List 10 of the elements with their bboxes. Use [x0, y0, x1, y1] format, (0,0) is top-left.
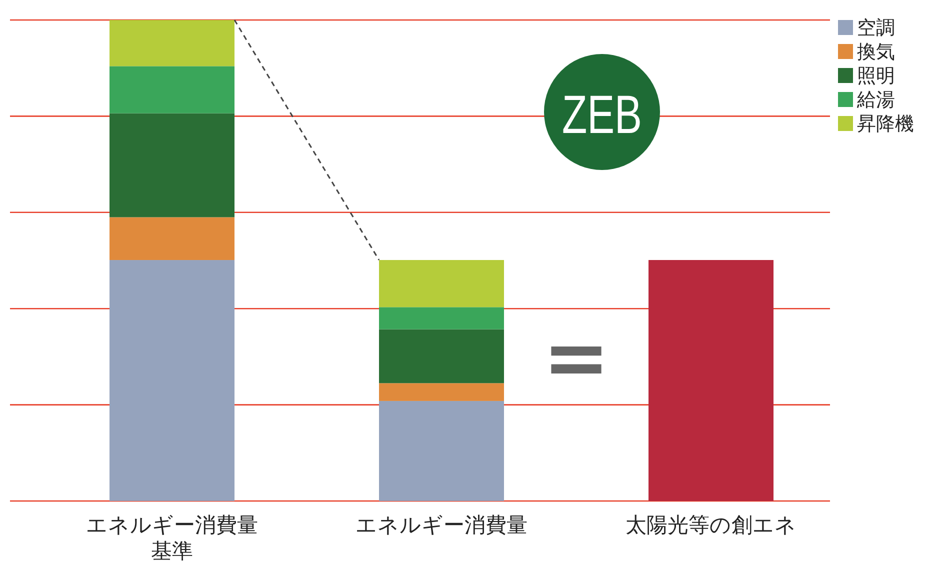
x-tick-label: エネルギー消費量: [356, 513, 528, 537]
x-tick-label: 太陽光等の創エネ: [626, 513, 796, 537]
legend-label: 給湯: [856, 89, 895, 111]
legend-label: 空調: [857, 17, 895, 39]
legend-label: 昇降機: [857, 113, 914, 135]
annotation: =: [542, 311, 610, 404]
annotation: ZEB: [562, 85, 668, 145]
legend-label: 照明: [857, 65, 895, 87]
legend-label: 換気: [857, 41, 895, 63]
x-tick-label: エネルギー消費量基準: [86, 513, 258, 563]
